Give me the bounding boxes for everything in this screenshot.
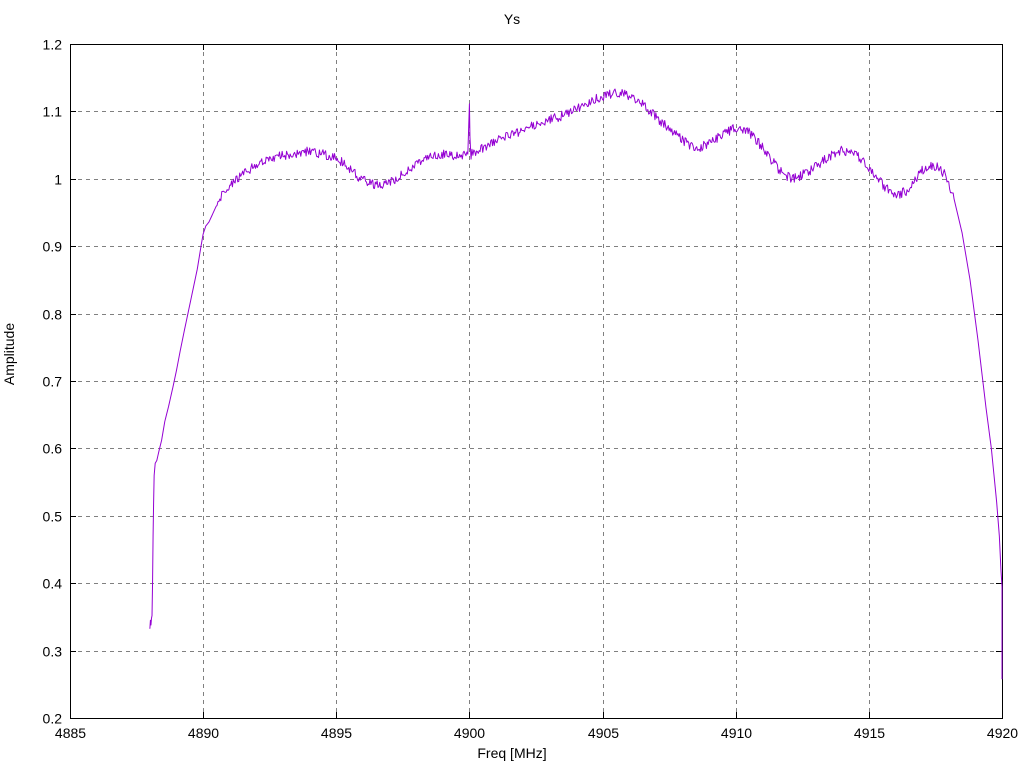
x-tick-label: 4915: [854, 725, 885, 741]
y-tick-label: 0.4: [43, 576, 63, 592]
y-tick-label: 0.7: [43, 374, 63, 390]
y-tick-label: 0.6: [43, 441, 63, 457]
y-tick-label: 0.2: [43, 711, 63, 727]
series-line-0: [149, 88, 1003, 680]
grid-lines: [70, 44, 1002, 718]
y-tick-label: 0.8: [43, 307, 63, 323]
y-tick-label: 0.3: [43, 644, 63, 660]
y-tick-label: 1.1: [43, 104, 63, 120]
y-tick-label: 1: [54, 172, 62, 188]
x-tick-label: 4895: [321, 725, 352, 741]
chart-title: Ys: [503, 11, 521, 27]
x-tick-label: 4885: [55, 725, 86, 741]
y-tick-label: 0.5: [43, 509, 63, 525]
y-tick-label: 0.9: [43, 239, 63, 255]
x-tick-label: 4905: [588, 725, 619, 741]
data-series: [149, 88, 1003, 680]
plot-border: [70, 44, 1003, 719]
x-tick-label: 4920: [987, 725, 1018, 741]
y-tick-label: 1.2: [43, 37, 63, 53]
x-tick-label: 4890: [188, 725, 219, 741]
tick-labels: 0.2 0.3 0.4 0.5 0.6 0.7 0.8 0.9 1 1.1 1.2 4885 4890 4…: [43, 37, 1019, 742]
x-axis-title: Freq [MHz]: [477, 745, 547, 761]
x-tick-label: 4910: [721, 725, 752, 741]
x-tick-label: 4900: [454, 725, 485, 741]
